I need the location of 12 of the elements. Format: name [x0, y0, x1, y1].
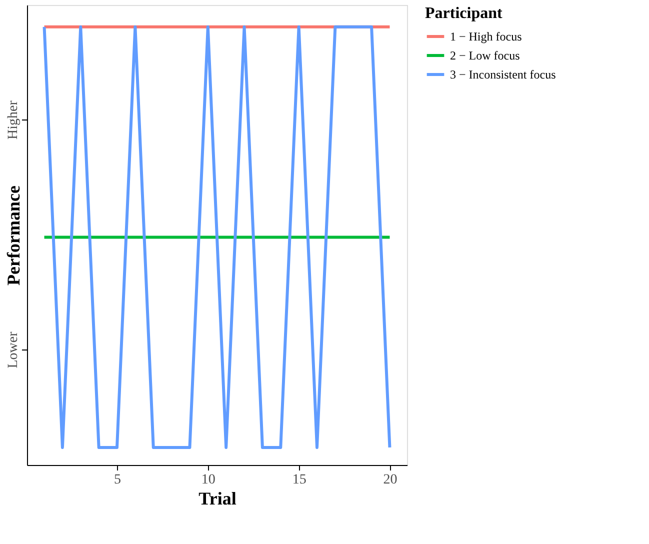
x-tick-label: 10	[201, 472, 216, 488]
x-tick-label: 15	[292, 472, 306, 488]
x-axis-title: Trial	[198, 488, 236, 508]
text: Lower	[6, 331, 21, 368]
legend-label: 1 − High focus	[450, 30, 522, 44]
x-tick-label: 5	[114, 472, 121, 488]
x-tick-label: 20	[383, 472, 398, 488]
text: Higher	[6, 100, 21, 140]
legend-title: Participant	[425, 5, 503, 22]
y-axis-title: Performance	[4, 186, 24, 286]
legend-label: 3 − Inconsistent focus	[450, 68, 556, 82]
legend-label: 2 − Low focus	[450, 48, 520, 62]
